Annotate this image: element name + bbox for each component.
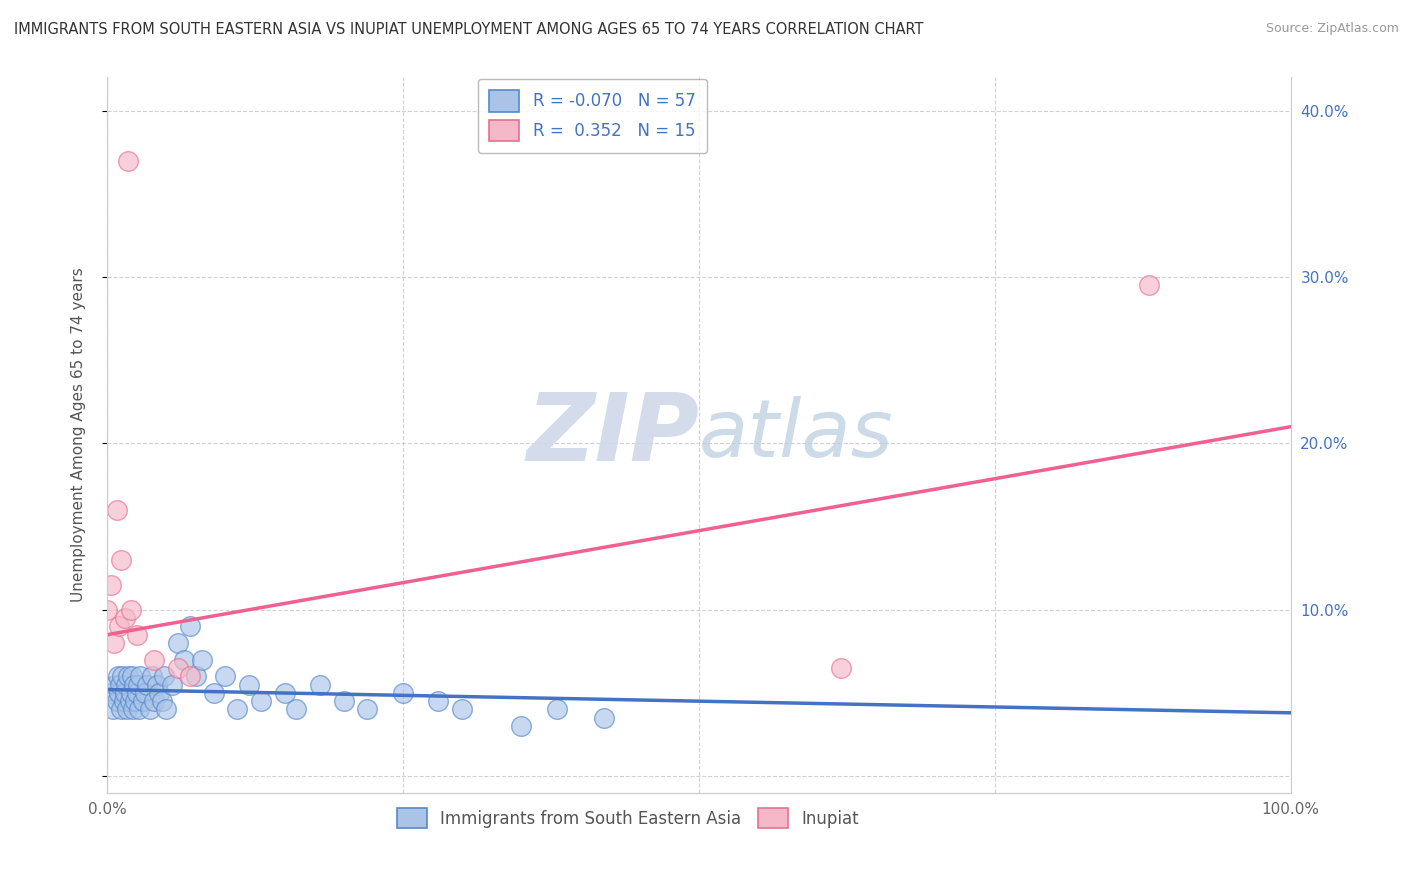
Y-axis label: Unemployment Among Ages 65 to 74 years: Unemployment Among Ages 65 to 74 years [72,268,86,602]
Point [173,652,195,666]
Point [129,669,152,683]
Point [125,686,148,700]
Point [155,702,177,716]
Point [105,694,128,708]
Point [546,702,568,716]
Point [120,603,142,617]
Point [121,669,143,683]
Text: atlas: atlas [699,396,894,474]
Point [110,702,132,716]
Point [593,711,616,725]
Point [392,686,415,700]
Point [100,578,122,592]
Point [125,627,148,641]
Point [101,702,124,716]
Point [238,677,260,691]
Point [148,686,170,700]
Point [117,153,139,168]
Point [122,702,145,716]
Point [128,702,150,716]
Point [108,686,131,700]
Point [143,694,166,708]
Point [117,669,139,683]
Point [167,636,190,650]
Point [214,669,236,683]
Point [190,652,212,666]
Point [830,661,852,675]
Point [153,669,176,683]
Point [1137,278,1160,293]
Text: Source: ZipAtlas.com: Source: ZipAtlas.com [1265,22,1399,36]
Point [160,677,183,691]
Point [273,686,295,700]
Point [167,661,190,675]
Point [510,719,533,733]
Point [134,686,156,700]
Point [105,503,128,517]
Point [427,694,450,708]
Point [115,702,138,716]
Point [124,694,146,708]
Point [150,694,173,708]
Point [100,686,122,700]
Point [112,694,135,708]
Point [114,611,136,625]
Point [356,702,378,716]
Point [451,702,474,716]
Point [143,652,166,666]
Point [309,677,332,691]
Point [250,694,273,708]
Point [136,677,159,691]
Point [118,694,141,708]
Point [107,669,129,683]
Point [120,686,142,700]
Legend: Immigrants from South Eastern Asia, Inupiat: Immigrants from South Eastern Asia, Inup… [389,802,866,834]
Point [108,619,131,633]
Point [108,677,131,691]
Point [184,669,207,683]
Point [285,702,308,716]
Point [103,636,125,650]
Point [141,669,163,683]
Point [104,677,127,691]
Point [115,677,138,691]
Point [124,677,146,691]
Point [111,669,134,683]
Point [110,553,132,567]
Point [146,677,169,691]
Point [127,677,149,691]
Point [138,702,160,716]
Point [202,686,225,700]
Point [131,694,153,708]
Point [114,686,136,700]
Point [226,702,249,716]
Point [179,619,201,633]
Point [179,669,201,683]
Text: IMMIGRANTS FROM SOUTH EASTERN ASIA VS INUPIAT UNEMPLOYMENT AMONG AGES 65 TO 74 Y: IMMIGRANTS FROM SOUTH EASTERN ASIA VS IN… [14,22,924,37]
Point [96,603,118,617]
Text: ZIP: ZIP [526,389,699,481]
Point [333,694,356,708]
